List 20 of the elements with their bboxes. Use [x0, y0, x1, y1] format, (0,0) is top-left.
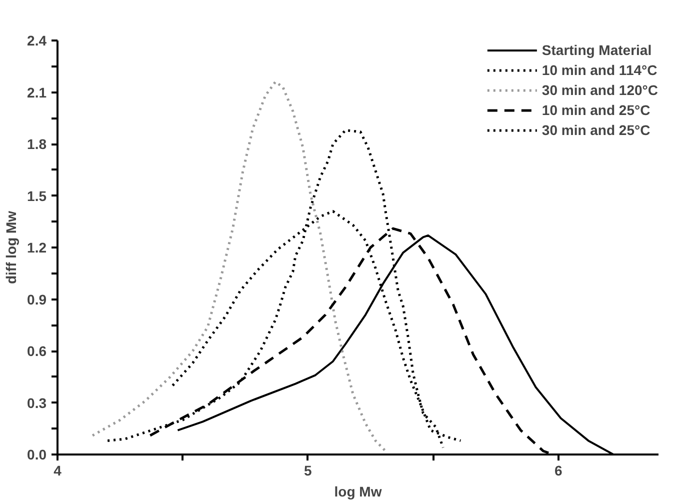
legend-label: 10 min and 25°C [542, 102, 650, 118]
y-tick-label: 0.0 [27, 446, 47, 462]
y-tick-label: 0.6 [27, 343, 47, 359]
x-tick-label: 6 [554, 462, 562, 478]
legend-label: 30 min and 120°C [542, 82, 658, 98]
legend-label: Starting Material [542, 42, 652, 58]
y-tick-label: 1.5 [27, 188, 47, 204]
y-tick-label: 1.2 [27, 240, 47, 256]
y-tick-label: 2.1 [27, 84, 47, 100]
y-axis-title: diff log Mw [3, 210, 20, 284]
x-axis-title: log Mw [334, 484, 382, 500]
y-tick-label: 1.8 [27, 136, 47, 152]
y-tick-label: 0.3 [27, 394, 47, 411]
y-tick-label: 0.9 [27, 291, 47, 308]
line-series [91, 80, 387, 452]
legend-label: 10 min and 114°C [542, 62, 658, 78]
y-tick-label: 2.4 [27, 32, 47, 48]
x-tick-label: 4 [54, 462, 62, 478]
legend-label: 30 min and 25°C [542, 122, 650, 138]
x-tick-label: 5 [304, 462, 312, 478]
